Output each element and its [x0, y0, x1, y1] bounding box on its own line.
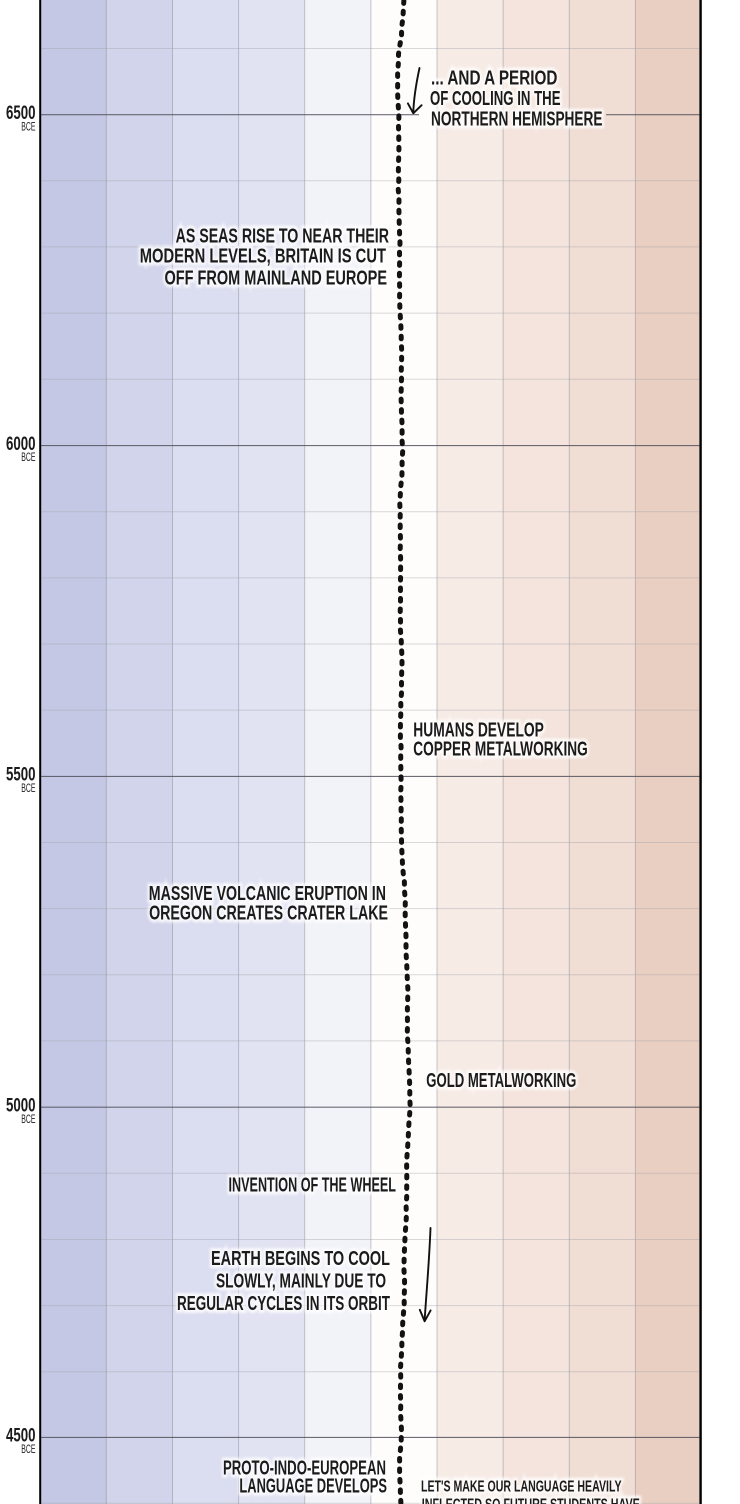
svg-text:NORTHERN HEMISPHERE: NORTHERN HEMISPHERE: [431, 107, 603, 130]
svg-text:6500: 6500: [6, 103, 36, 124]
svg-text:HUMANS DEVELOP: HUMANS DEVELOP: [413, 718, 544, 741]
svg-text:AS SEAS RISE TO NEAR THEIR: AS SEAS RISE TO NEAR THEIR: [176, 224, 390, 247]
svg-text:5500: 5500: [6, 765, 36, 786]
svg-text:OFF FROM MAINLAND EUROPE: OFF FROM MAINLAND EUROPE: [165, 266, 388, 289]
svg-text:BCE: BCE: [21, 120, 35, 133]
svg-text:COPPER METALWORKING: COPPER METALWORKING: [413, 738, 588, 761]
svg-text:INVENTION OF THE WHEEL: INVENTION OF THE WHEEL: [229, 1173, 397, 1196]
svg-text:OFF FROM MAINLAND EUROPE: OFF FROM MAINLAND EUROPE: [165, 266, 388, 289]
svg-text:OREGON CREATES CRATER LAKE: OREGON CREATES CRATER LAKE: [149, 902, 388, 925]
svg-text:LET'S MAKE OUR LANGUAGE HEAVIL: LET'S MAKE OUR LANGUAGE HEAVILY: [421, 1479, 622, 1496]
svg-text:BCE: BCE: [21, 1443, 35, 1456]
svg-text:INFLECTED SO FUTURE STUDENTS H: INFLECTED SO FUTURE STUDENTS HAVE: [422, 1497, 640, 1504]
svg-text:6000: 6000: [6, 434, 36, 455]
svg-text:BCE: BCE: [21, 1113, 35, 1126]
svg-text:OF COOLING IN THE: OF COOLING IN THE: [430, 87, 561, 110]
svg-text:MODERN LEVELS, BRITAIN IS CUT: MODERN LEVELS, BRITAIN IS CUT: [140, 245, 387, 268]
svg-text:PROTO-INDO-EUROPEAN: PROTO-INDO-EUROPEAN: [223, 1456, 386, 1479]
svg-text:COPPER METALWORKING: COPPER METALWORKING: [413, 738, 588, 761]
svg-text:REGULAR CYCLES IN ITS ORBIT: REGULAR CYCLES IN ITS ORBIT: [177, 1292, 390, 1315]
svg-text:OF COOLING IN THE: OF COOLING IN THE: [430, 87, 561, 110]
svg-text:MASSIVE VOLCANIC ERUPTION IN: MASSIVE VOLCANIC ERUPTION IN: [149, 882, 386, 905]
svg-text:AS SEAS RISE TO NEAR THEIR: AS SEAS RISE TO NEAR THEIR: [176, 224, 390, 247]
svg-text:BCE: BCE: [21, 782, 35, 795]
svg-text:INVENTION OF THE WHEEL: INVENTION OF THE WHEEL: [229, 1173, 397, 1196]
svg-text:... AND A PERIOD: ... AND A PERIOD: [431, 67, 557, 90]
svg-text:SLOWLY, MAINLY DUE TO: SLOWLY, MAINLY DUE TO: [216, 1270, 386, 1293]
svg-text:PROTO-INDO-EUROPEAN: PROTO-INDO-EUROPEAN: [223, 1456, 386, 1479]
svg-text:GOLD METALWORKING: GOLD METALWORKING: [426, 1069, 576, 1092]
svg-text:MASSIVE VOLCANIC ERUPTION IN: MASSIVE VOLCANIC ERUPTION IN: [149, 882, 386, 905]
svg-text:REGULAR CYCLES IN ITS ORBIT: REGULAR CYCLES IN ITS ORBIT: [177, 1292, 390, 1315]
svg-text:LET'S MAKE OUR LANGUAGE HEAVIL: LET'S MAKE OUR LANGUAGE HEAVILY: [421, 1479, 622, 1496]
svg-text:LANGUAGE DEVELOPS: LANGUAGE DEVELOPS: [239, 1474, 387, 1497]
svg-text:BCE: BCE: [21, 451, 35, 464]
svg-text:5000: 5000: [6, 1096, 36, 1117]
svg-text:NORTHERN HEMISPHERE: NORTHERN HEMISPHERE: [431, 107, 603, 130]
svg-text:4500: 4500: [6, 1426, 36, 1447]
svg-text:... AND A PERIOD: ... AND A PERIOD: [431, 67, 557, 90]
svg-text:OREGON CREATES CRATER LAKE: OREGON CREATES CRATER LAKE: [149, 902, 388, 925]
svg-text:INFLECTED SO FUTURE STUDENTS H: INFLECTED SO FUTURE STUDENTS HAVE: [422, 1497, 640, 1504]
svg-text:LANGUAGE DEVELOPS: LANGUAGE DEVELOPS: [239, 1474, 387, 1497]
svg-text:EARTH BEGINS TO COOL: EARTH BEGINS TO COOL: [211, 1247, 390, 1270]
svg-text:HUMANS DEVELOP: HUMANS DEVELOP: [413, 718, 544, 741]
svg-text:EARTH BEGINS TO COOL: EARTH BEGINS TO COOL: [211, 1247, 390, 1270]
svg-text:MODERN LEVELS, BRITAIN IS CUT: MODERN LEVELS, BRITAIN IS CUT: [140, 245, 387, 268]
svg-text:GOLD METALWORKING: GOLD METALWORKING: [426, 1069, 576, 1092]
svg-text:SLOWLY, MAINLY DUE TO: SLOWLY, MAINLY DUE TO: [216, 1270, 386, 1293]
